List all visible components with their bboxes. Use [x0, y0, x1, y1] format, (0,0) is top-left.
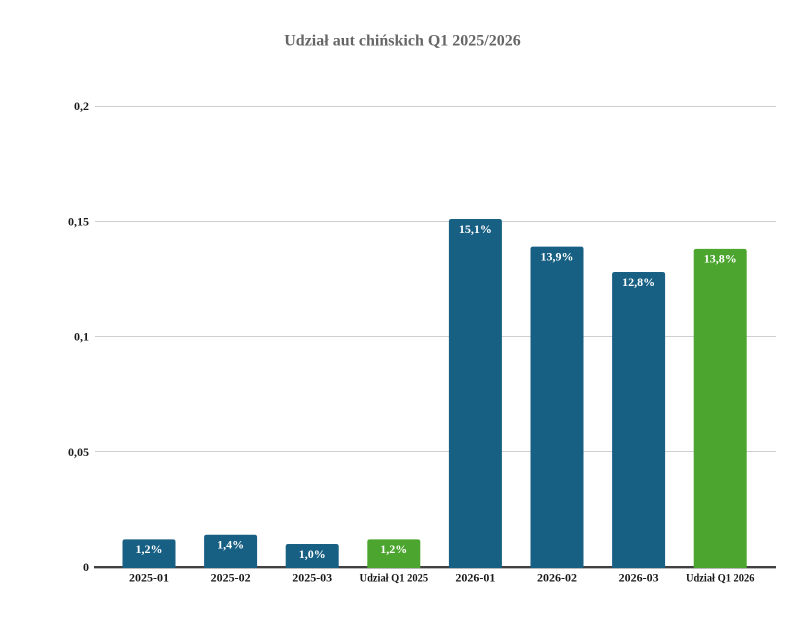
svg-text:13,8%: 13,8%	[704, 252, 737, 266]
svg-text:2025-01: 2025-01	[129, 571, 169, 585]
svg-text:1,2%: 1,2%	[136, 542, 163, 556]
svg-text:1,0%: 1,0%	[299, 547, 326, 561]
svg-text:13,9%: 13,9%	[541, 249, 574, 263]
svg-text:2026-01: 2026-01	[455, 571, 495, 585]
svg-text:Udział aut chińskich Q1 2025/2: Udział aut chińskich Q1 2025/2026	[284, 33, 520, 50]
svg-text:1,4%: 1,4%	[217, 538, 244, 552]
svg-text:0,1: 0,1	[74, 330, 89, 344]
svg-text:0,05: 0,05	[68, 445, 89, 459]
svg-text:15,1%: 15,1%	[459, 222, 492, 236]
svg-text:0,2: 0,2	[74, 99, 89, 113]
svg-text:2026-02: 2026-02	[537, 571, 577, 585]
svg-text:2025-02: 2025-02	[211, 571, 251, 585]
svg-text:1,2%: 1,2%	[380, 542, 407, 556]
svg-text:2026-03: 2026-03	[619, 571, 659, 585]
svg-text:0,15: 0,15	[68, 214, 89, 228]
svg-text:Udział Q1 2026: Udział Q1 2026	[686, 571, 755, 585]
svg-text:0: 0	[83, 560, 89, 574]
svg-text:12,8%: 12,8%	[622, 275, 655, 289]
svg-text:2025-03: 2025-03	[292, 571, 332, 585]
svg-text:Udział Q1 2025: Udział Q1 2025	[360, 571, 429, 585]
